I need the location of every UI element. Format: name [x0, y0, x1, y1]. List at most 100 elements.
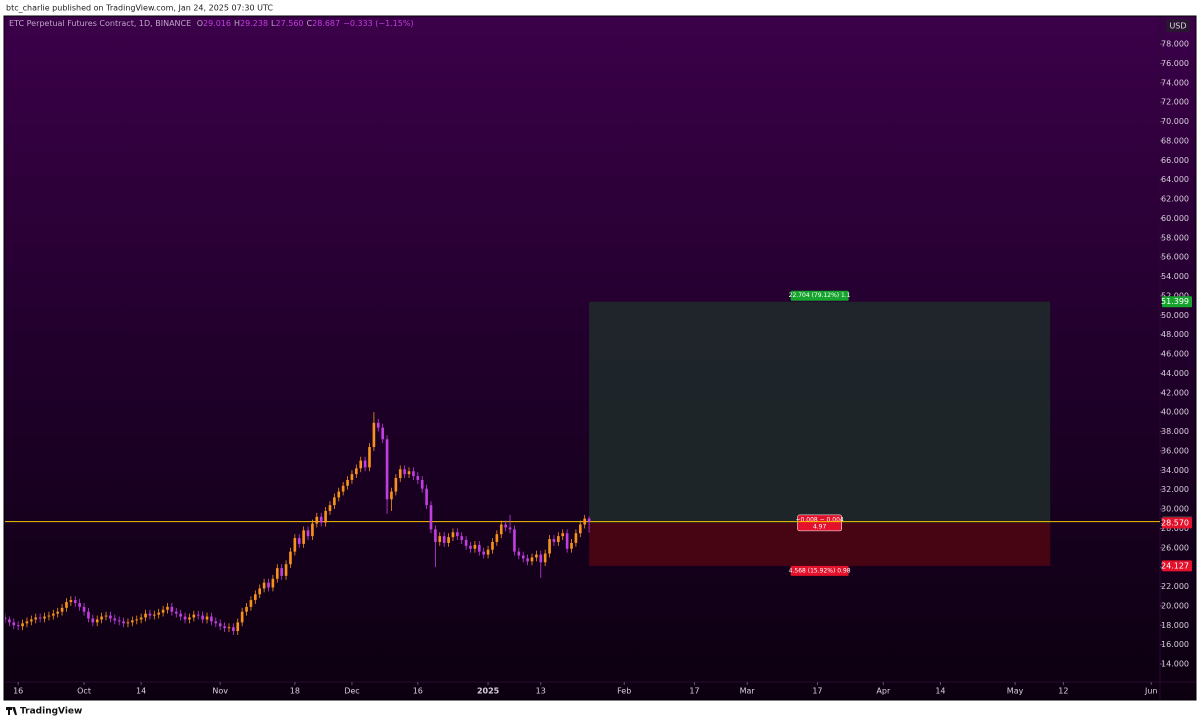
candle-body [104, 615, 108, 617]
candle-body [131, 620, 134, 623]
candle-body [587, 518, 591, 522]
candle-body [139, 617, 143, 620]
candle-body [416, 476, 420, 480]
publisher-line: btc_charlie published on TradingView.com… [6, 4, 273, 13]
candle-body [148, 613, 152, 616]
candle-body [34, 617, 38, 620]
candle-body [346, 479, 349, 486]
candle-body [469, 545, 472, 549]
logo-text: TradingView [20, 707, 82, 717]
y-tick-label: 14.000 [1161, 660, 1189, 669]
legend-change: −0.333 (−1.15%) [343, 19, 414, 28]
candle-body [56, 611, 60, 614]
y-tick-label: 56.000 [1161, 253, 1189, 262]
target-price-badge: 51.399 [1161, 297, 1189, 306]
candle-body [486, 549, 490, 555]
candle-body [521, 555, 525, 559]
x-tick-label: Feb [617, 687, 631, 696]
candle-body [508, 527, 512, 530]
legend-value: 27.560 [276, 19, 304, 28]
y-tick-label: 64.000 [1161, 175, 1189, 184]
candle-body [477, 544, 481, 552]
candle-body [161, 609, 165, 613]
candle-body [73, 600, 77, 603]
target-label-bg [790, 290, 849, 301]
y-tick-label: 76.000 [1161, 59, 1189, 68]
candle-body [376, 422, 380, 428]
x-tick-label: 12 [1058, 687, 1068, 696]
candle-body [355, 468, 358, 475]
candle-body [359, 460, 363, 469]
candle-body [385, 439, 389, 500]
candle-body [319, 516, 323, 523]
candle-body [407, 471, 411, 475]
candle-body [293, 538, 297, 552]
candle-body [473, 544, 477, 549]
y-tick-label: 60.000 [1161, 214, 1189, 223]
y-tick-label: 72.000 [1161, 98, 1189, 107]
y-tick-label: 22.000 [1161, 582, 1189, 591]
candle-body [78, 602, 81, 607]
candle-body [302, 530, 305, 544]
y-tick-label: 48.000 [1161, 330, 1189, 339]
candle-body [192, 614, 196, 618]
x-tick-label: Mar [740, 687, 756, 696]
entry-label: 4.97 [813, 523, 827, 530]
stop-price-badge: 24.127 [1161, 561, 1189, 570]
candle-body [517, 551, 521, 556]
y-tick-label: 50.000 [1161, 311, 1189, 320]
candle-body [179, 613, 182, 617]
candle-body [240, 611, 244, 623]
candle-body [341, 485, 345, 492]
candle-body [460, 536, 464, 541]
candle-body [429, 505, 433, 530]
candle-body [21, 623, 24, 627]
candle-body [69, 600, 73, 603]
candle-body [245, 606, 248, 612]
candle-body [570, 542, 573, 549]
candle-body [60, 607, 64, 612]
x-tick-label: 2025 [477, 687, 500, 696]
candle-body [438, 536, 442, 542]
candle-body [249, 600, 253, 607]
candle-body [557, 536, 560, 542]
x-tick-label: 16 [13, 687, 23, 696]
candle-body [109, 615, 112, 619]
y-tick-label: 26.000 [1161, 543, 1189, 552]
candle-body [82, 606, 86, 612]
candle-body [578, 524, 582, 534]
candle-body [174, 611, 178, 614]
candle-body [328, 505, 332, 511]
x-tick-label: 14 [136, 687, 146, 696]
candle-body [152, 614, 156, 616]
candle-body [271, 578, 275, 588]
legend: ETC Perpetual Futures Contract, 1D, BINA… [9, 19, 414, 28]
logo-mark [6, 707, 17, 715]
legend-key: H [234, 19, 240, 28]
candle-body [25, 621, 29, 624]
candle-body [451, 532, 455, 538]
candle-body [51, 613, 55, 616]
candle-body [196, 614, 200, 616]
candle-body [381, 427, 384, 440]
legend-key: C [307, 19, 313, 28]
candle-body [456, 532, 459, 537]
entry-price-badge: 28.570 [1161, 518, 1189, 527]
candle-body [434, 529, 437, 542]
x-tick-label: Dec [344, 687, 359, 696]
candle-body [218, 623, 222, 627]
candle-body [464, 540, 468, 546]
candle-body [144, 613, 147, 618]
y-tick-label: 78.000 [1161, 40, 1189, 49]
candle-body [122, 621, 125, 624]
x-tick-label: 17 [812, 687, 822, 696]
y-tick-label: 68.000 [1161, 136, 1189, 145]
candle-body [398, 469, 402, 479]
candle-body [280, 568, 283, 576]
y-tick-label: 54.000 [1161, 272, 1189, 281]
candle-body [530, 557, 534, 562]
y-tick-label: 34.000 [1161, 466, 1189, 475]
x-tick-label: Nov [212, 687, 228, 696]
candle-body [8, 619, 11, 623]
